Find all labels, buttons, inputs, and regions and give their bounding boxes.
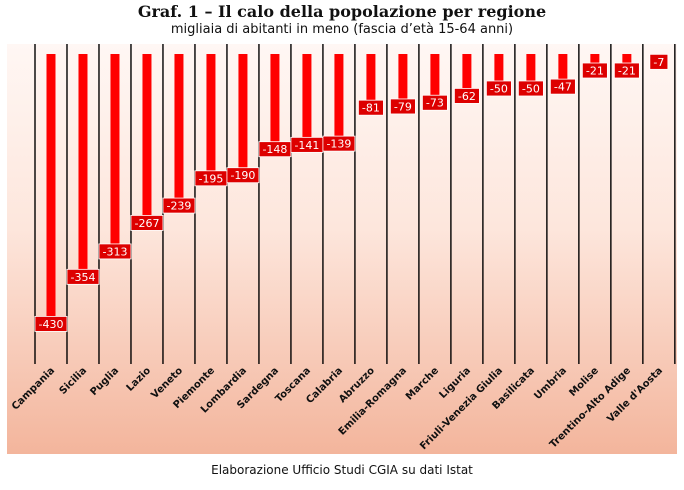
bar (302, 54, 312, 142)
data-label-box (358, 99, 384, 116)
data-label: -81 (362, 102, 380, 115)
bar (366, 54, 376, 105)
data-label: -148 (262, 143, 287, 156)
bar (430, 54, 440, 100)
data-label: -139 (326, 138, 351, 151)
data-label-box (549, 78, 576, 95)
bar-chart: -430 Campania -354 Sicilia -313 Puglia -267 Laz… (10, 44, 676, 452)
data-label: -79 (394, 100, 412, 113)
bar (110, 54, 120, 248)
category-label: Lazio (125, 365, 154, 394)
category-label: Marche (404, 365, 441, 402)
data-label-box (98, 243, 132, 260)
plot-area: -430 Campania -354 Sicilia -313 Puglia -267 Laz… (7, 44, 677, 454)
data-label-box (66, 268, 100, 285)
data-label: -21 (586, 65, 604, 78)
data-label: -62 (458, 90, 476, 103)
bar (270, 54, 280, 146)
data-label-box (226, 167, 260, 184)
category-label: Umbria (532, 365, 569, 402)
bar (46, 54, 56, 321)
bar (398, 54, 408, 103)
chart-title: Graf. 1 – Il calo della popolazione per … (137, 2, 547, 21)
source-note: Elaborazione Ufficio Studi CGIA su dati … (211, 463, 473, 477)
data-label: -21 (618, 65, 636, 78)
bar (462, 54, 472, 93)
bar (142, 54, 152, 220)
bar (494, 54, 504, 85)
data-label-box (485, 80, 512, 97)
chart-subtitle: migliaia di abitanti in meno (fascia d’e… (170, 22, 514, 37)
data-label-box (453, 88, 480, 104)
data-label: -239 (166, 200, 191, 213)
data-label: -73 (426, 97, 444, 110)
data-label-box (390, 98, 416, 115)
data-label: -50 (522, 82, 540, 95)
data-label-box (322, 135, 356, 152)
bar (526, 54, 536, 85)
bar (622, 54, 632, 68)
bar (206, 54, 216, 175)
bar (590, 54, 600, 68)
data-label-box (34, 316, 68, 332)
data-label-box (613, 62, 640, 79)
data-label: -141 (294, 139, 319, 152)
data-label: -354 (71, 271, 96, 284)
data-label: -7 (653, 56, 664, 69)
data-label: -190 (230, 169, 255, 182)
bar (238, 54, 248, 172)
data-label: -195 (198, 172, 223, 185)
bar (334, 54, 344, 141)
data-label: -267 (134, 217, 159, 230)
data-label-box (130, 215, 164, 231)
data-label: -50 (490, 82, 508, 95)
category-label: Puglia (88, 365, 121, 398)
data-label: -430 (39, 318, 64, 331)
category-label: Campania (10, 365, 57, 412)
bar (558, 54, 568, 84)
data-label: -47 (554, 81, 572, 94)
data-label-box (162, 197, 196, 214)
data-label-box (517, 80, 544, 97)
data-label-box (581, 62, 608, 79)
data-label: -313 (102, 245, 127, 258)
data-label-box (649, 53, 669, 70)
data-label-box (422, 94, 448, 111)
bar (78, 54, 88, 274)
category-label: Sicilia (58, 365, 90, 397)
category-label: Valle d'Aosta (605, 365, 665, 425)
bar (174, 54, 184, 203)
